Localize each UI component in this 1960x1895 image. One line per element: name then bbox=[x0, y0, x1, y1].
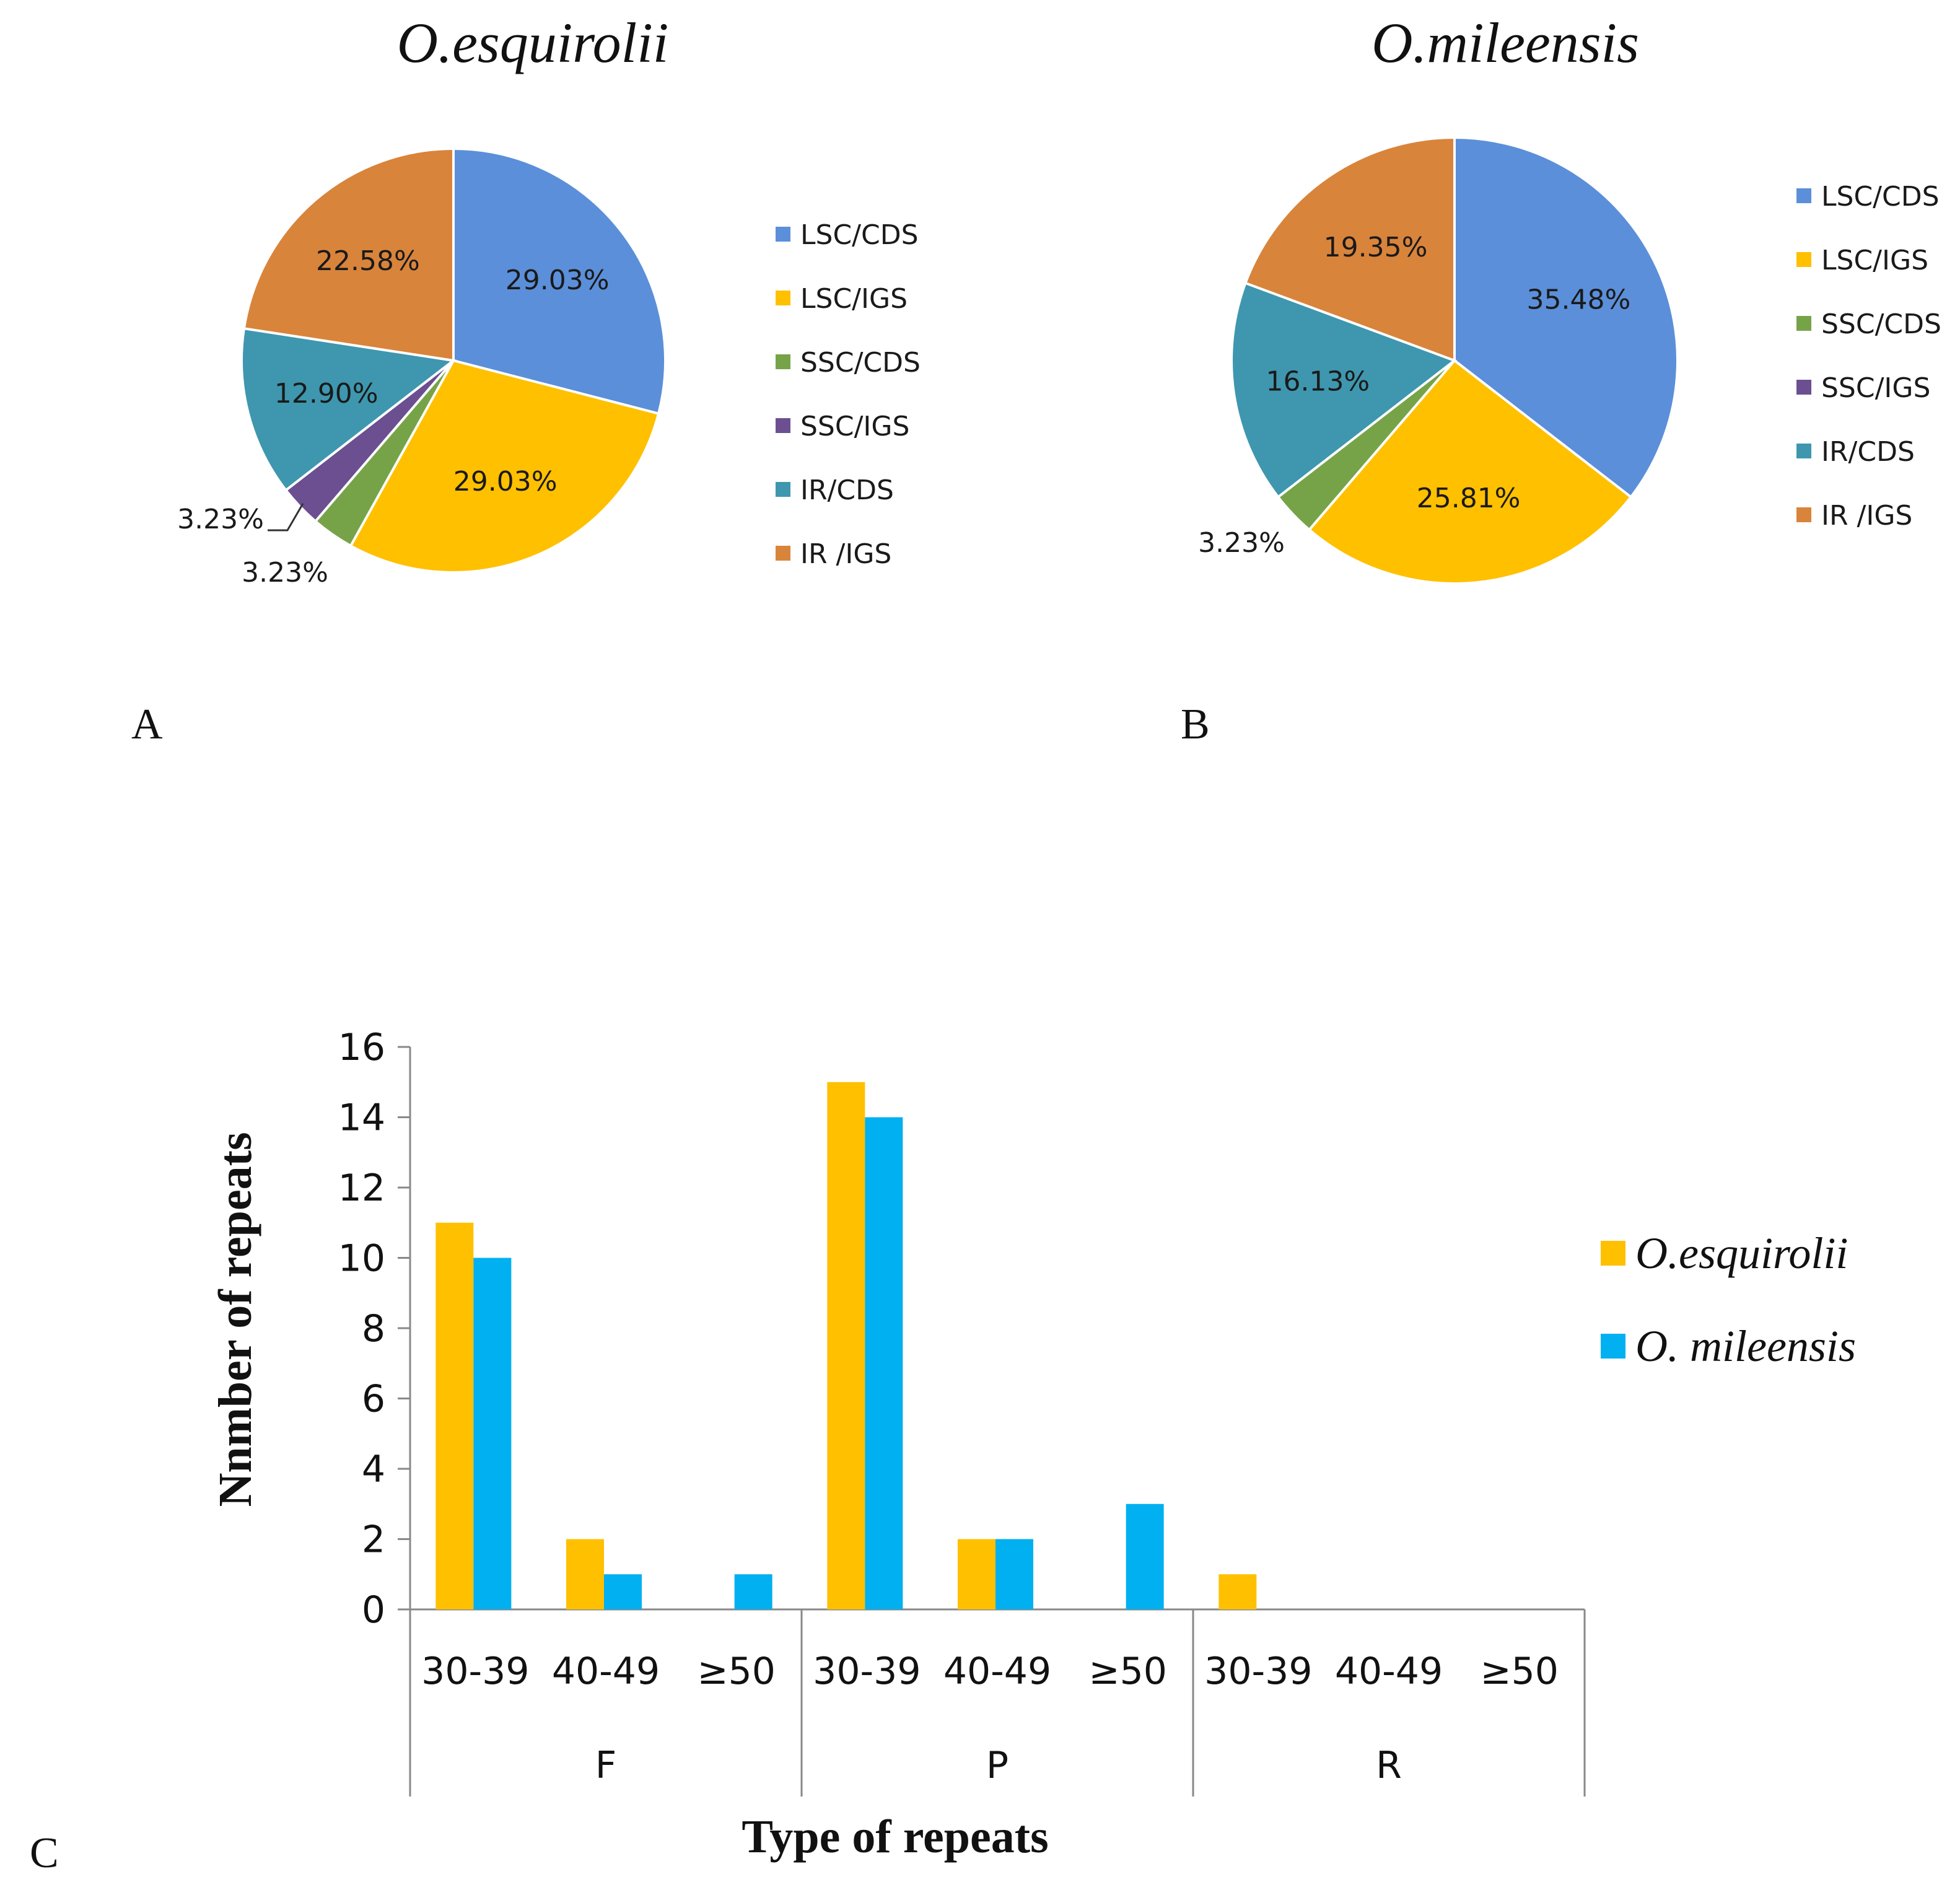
legend-swatch bbox=[1796, 380, 1811, 395]
bar-mileensis bbox=[473, 1258, 512, 1609]
bar-mileensis bbox=[865, 1117, 903, 1609]
legend-swatch bbox=[776, 482, 790, 497]
pie-data-label: 3.23% bbox=[242, 557, 328, 589]
pie-data-label: 25.81% bbox=[1417, 483, 1521, 514]
leader-line bbox=[268, 503, 304, 532]
panel-label-c: C bbox=[30, 1829, 59, 1877]
y-tick-label: 10 bbox=[338, 1237, 385, 1280]
legend-label: SSC/IGS bbox=[1821, 372, 1930, 404]
bar-legend-label: O. mileensis bbox=[1635, 1321, 1856, 1371]
bar-legend-label: O.esquirolii bbox=[1635, 1228, 1848, 1278]
pie-data-label: 19.35% bbox=[1324, 232, 1428, 263]
legend-swatch bbox=[776, 227, 790, 242]
y-tick-label: 0 bbox=[362, 1588, 385, 1632]
legend-swatch bbox=[1796, 507, 1811, 522]
bar-esquirolii bbox=[958, 1539, 995, 1609]
legend-swatch bbox=[776, 418, 790, 433]
pie-slice-lsc-igs bbox=[1307, 359, 1633, 585]
legend-label: SSC/CDS bbox=[800, 347, 921, 379]
pie-slice-ir-cds bbox=[240, 326, 457, 492]
pie-data-label: 16.13% bbox=[1266, 366, 1370, 398]
pie-data-label: 22.58% bbox=[316, 245, 420, 277]
legend-swatch bbox=[1796, 316, 1811, 331]
y-tick-label: 8 bbox=[362, 1307, 385, 1350]
bar-legend-swatch bbox=[1601, 1241, 1625, 1266]
bar-esquirolii bbox=[827, 1082, 865, 1609]
x-subcategory-label: ≥50 bbox=[1480, 1650, 1559, 1693]
legend-label: IR /IGS bbox=[800, 538, 891, 570]
legend-label: SSC/CDS bbox=[1821, 309, 1941, 340]
panel-label-b: B bbox=[1181, 701, 1210, 748]
legend-label: IR /IGS bbox=[1821, 500, 1912, 532]
legend-swatch bbox=[776, 546, 790, 561]
x-group-label: F bbox=[595, 1744, 617, 1787]
legend-swatch bbox=[776, 354, 790, 369]
x-subcategory-label: 40-49 bbox=[943, 1650, 1051, 1693]
pie-slice-lsc-cds bbox=[1453, 136, 1679, 499]
legend-swatch bbox=[1796, 444, 1811, 458]
panel-label-a: A bbox=[131, 701, 163, 748]
bar-esquirolii bbox=[566, 1539, 604, 1609]
y-axis-title: Nnmber of repeats bbox=[209, 1132, 261, 1507]
pie-slice-ir-cds bbox=[1230, 281, 1458, 499]
x-subcategory-label: 30-39 bbox=[813, 1650, 921, 1693]
legend-swatch bbox=[1796, 188, 1811, 203]
bar-mileensis bbox=[1126, 1503, 1164, 1609]
legend-label: LSC/CDS bbox=[1821, 181, 1940, 212]
bar-legend: O.esquirolii O. mileensis bbox=[1601, 1228, 1856, 1371]
legend-swatch bbox=[776, 291, 790, 305]
y-tick-label: 2 bbox=[362, 1518, 385, 1562]
pie-chart-mileensis: O.mileensis 35.48% 25.81% 3.23% 16.13% 19.35… bbox=[1198, 11, 1941, 585]
bar-esquirolii bbox=[1218, 1574, 1257, 1609]
pie-slice-lsc-igs bbox=[349, 359, 660, 574]
y-tick-label: 14 bbox=[338, 1096, 385, 1140]
x-subcategory-label: 40-49 bbox=[552, 1650, 660, 1693]
legend-label: SSC/IGS bbox=[800, 411, 909, 442]
y-tick-label: 4 bbox=[362, 1448, 385, 1491]
legend-swatch bbox=[1796, 252, 1811, 267]
bar-esquirolii bbox=[435, 1222, 474, 1609]
x-subcategory-label: 40-49 bbox=[1335, 1650, 1443, 1693]
legend-label: LSC/IGS bbox=[1821, 245, 1928, 276]
pie-slice-lsc-cds bbox=[452, 147, 667, 416]
legend-label: IR/CDS bbox=[1821, 436, 1915, 468]
legend-label: LSC/IGS bbox=[800, 283, 908, 315]
legend-label: LSC/CDS bbox=[800, 219, 919, 251]
x-subcategory-label: 30-39 bbox=[1204, 1650, 1312, 1693]
pie-data-label: 29.03% bbox=[453, 466, 558, 497]
x-axis-title: Type of repeats bbox=[742, 1811, 1048, 1863]
x-subcategory-label: ≥50 bbox=[1088, 1650, 1167, 1693]
pie-b-title: O.mileensis bbox=[1372, 11, 1639, 74]
bar-mileensis bbox=[995, 1539, 1033, 1609]
x-subcategory-label: ≥50 bbox=[697, 1650, 776, 1693]
y-tick-label: 16 bbox=[338, 1026, 385, 1069]
x-group-label: R bbox=[1376, 1744, 1402, 1787]
pie-chart-esquirolii: O.esquirolii 29.03% 29.03% 3.23% 3.23% 12.90… bbox=[177, 11, 921, 589]
pie-data-label: 35.48% bbox=[1526, 284, 1630, 316]
pie-b-legend: LSC/CDS LSC/IGS SSC/CDS SSC/IGS IR/CDS IR /IG… bbox=[1796, 181, 1941, 532]
pie-a-title: O.esquirolii bbox=[397, 11, 669, 74]
pie-a-legend: LSC/CDS LSC/IGS SSC/CDS SSC/IGS IR/CDS IR /IG… bbox=[776, 219, 921, 570]
pie-slice-ir-igs bbox=[1243, 136, 1456, 362]
bar-mileensis bbox=[734, 1574, 772, 1609]
pie-data-label: 3.23% bbox=[177, 504, 264, 535]
x-subcategory-label: 30-39 bbox=[421, 1650, 529, 1693]
bar-legend-swatch bbox=[1601, 1334, 1625, 1359]
bar-mileensis bbox=[604, 1574, 642, 1609]
pie-data-label: 12.90% bbox=[274, 378, 378, 409]
pie-slice-ir-igs bbox=[242, 147, 455, 362]
bar-chart-repeats: 0 2 4 6 8 10 12 14 16 30-39 40-49 ≥50 30-39 40-49 ≥50… bbox=[209, 1026, 1856, 1863]
pie-data-label: 29.03% bbox=[505, 265, 610, 296]
legend-label: IR/CDS bbox=[800, 475, 894, 506]
x-group-label: P bbox=[986, 1744, 1008, 1787]
y-tick-label: 12 bbox=[338, 1166, 385, 1210]
y-tick-label: 6 bbox=[362, 1378, 385, 1421]
pie-data-label: 3.23% bbox=[1198, 527, 1285, 559]
